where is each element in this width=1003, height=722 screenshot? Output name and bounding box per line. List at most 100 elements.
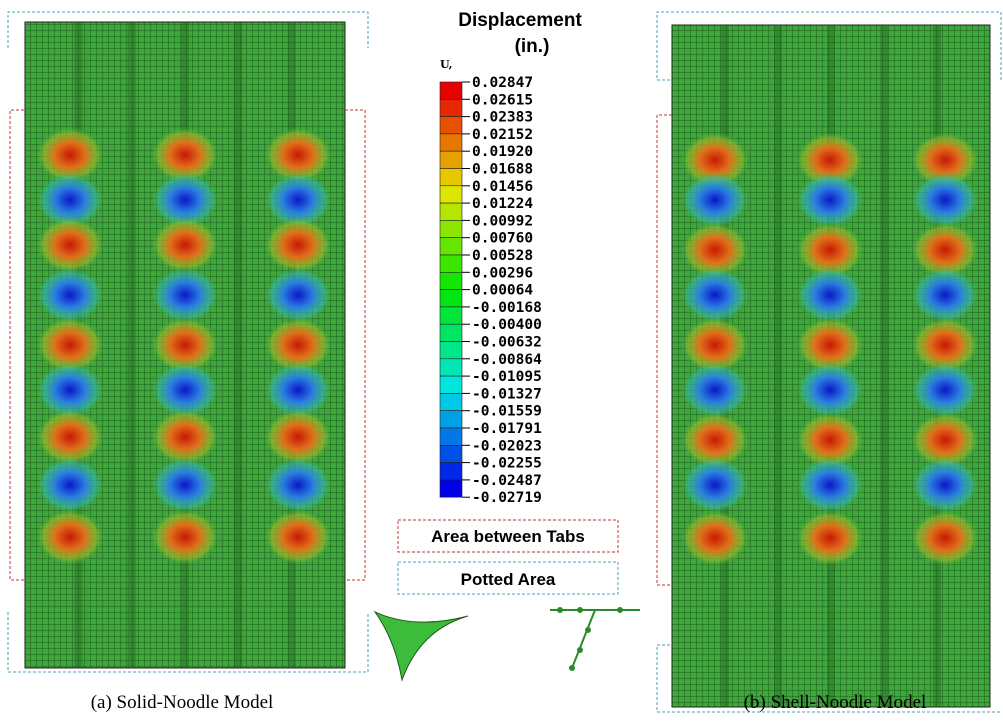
color-band — [439, 427, 463, 446]
legend-label: 0.01224 — [472, 196, 533, 212]
color-band — [439, 289, 463, 308]
deformation-blob — [796, 222, 864, 278]
deformation-blob — [264, 362, 332, 418]
deformation-blob — [796, 267, 864, 323]
legend-label: -0.00168 — [472, 300, 542, 316]
legend-title: Displacement — [458, 10, 582, 31]
legend-label: 0.00760 — [472, 231, 533, 247]
potted-bracket — [656, 644, 1001, 713]
color-band — [439, 462, 463, 481]
deformation-blob — [681, 457, 749, 513]
color-band — [439, 358, 463, 377]
color-band — [439, 375, 463, 394]
deformation-blob — [796, 510, 864, 566]
deformation-blob — [36, 127, 104, 183]
deformation-blob — [151, 127, 219, 183]
deformation-blob — [264, 317, 332, 373]
deformation-blob — [36, 317, 104, 373]
legend-label: -0.01327 — [472, 386, 542, 402]
deformation-blob — [911, 457, 979, 513]
legend-label: -0.01791 — [472, 421, 542, 437]
deformation-blob — [911, 510, 979, 566]
stiffener-band — [234, 22, 243, 668]
deformation-blob — [151, 509, 219, 565]
potted-bracket — [656, 11, 1002, 81]
shell-icon — [550, 607, 640, 671]
color-band — [439, 254, 463, 273]
legend-title: (in.) — [515, 36, 550, 57]
deformation-blob — [264, 127, 332, 183]
legend-label: 0.00992 — [472, 213, 533, 229]
legend-label: 0.02152 — [472, 127, 533, 143]
legend-label: -0.01095 — [472, 369, 542, 385]
legend-label: -0.02719 — [472, 490, 542, 506]
deformation-blob — [151, 267, 219, 323]
legend-label: 0.02615 — [472, 92, 533, 108]
stiffener-band — [774, 25, 782, 707]
deformation-blob — [36, 172, 104, 228]
color-band — [439, 133, 463, 152]
deformation-blob — [681, 267, 749, 323]
deformation-blob — [911, 267, 979, 323]
color-band — [439, 341, 463, 360]
color-band — [439, 185, 463, 204]
component-label: U, — [440, 58, 452, 71]
color-band — [439, 220, 463, 238]
key-label: Potted Area — [461, 570, 556, 589]
legend-label: 0.02383 — [472, 110, 533, 126]
legend-label: 0.00064 — [472, 283, 533, 299]
deformation-blob — [911, 222, 979, 278]
legend-label: -0.02023 — [472, 438, 542, 454]
key-box — [397, 561, 619, 595]
color-band — [439, 323, 463, 342]
deformation-blob — [151, 217, 219, 273]
legend-label: 0.01920 — [472, 144, 533, 160]
legend-label: -0.01559 — [472, 404, 542, 420]
color-band — [439, 444, 463, 463]
deformation-blob — [796, 457, 864, 513]
caption: (a) Solid-Noodle Model — [91, 692, 274, 713]
deformation-blob — [36, 457, 104, 513]
caption: (b) Shell-Noodle Model — [744, 692, 927, 713]
color-band — [439, 237, 463, 256]
deformation-blob — [264, 509, 332, 565]
key-box — [397, 519, 619, 553]
deformation-blob — [681, 412, 749, 468]
contour-plots — [24, 21, 991, 708]
deformation-blob — [36, 509, 104, 565]
deformation-blob — [796, 317, 864, 373]
legend-label: 0.00528 — [472, 248, 533, 264]
deformation-blob — [796, 412, 864, 468]
legend-label: 0.02847 — [472, 75, 533, 91]
deformation-blob — [264, 409, 332, 465]
deformation-blob — [911, 317, 979, 373]
color-band — [439, 393, 463, 411]
legend-label: -0.02255 — [472, 456, 542, 472]
deformation-blob — [796, 132, 864, 188]
color-band — [439, 116, 463, 135]
legend-label: 0.01456 — [472, 179, 533, 195]
color-band — [439, 168, 463, 187]
color-band — [439, 479, 463, 498]
color-band — [439, 81, 463, 100]
tabs-bracket — [9, 109, 366, 581]
deformation-blob — [681, 172, 749, 228]
deformation-blob — [796, 172, 864, 228]
color-band — [439, 271, 463, 290]
potted-bracket — [7, 612, 369, 673]
legend-label: -0.00864 — [472, 352, 542, 368]
legend-label: -0.00632 — [472, 335, 542, 351]
deformation-blob — [681, 362, 749, 418]
deformation-blob — [911, 172, 979, 228]
stiffener-band — [880, 25, 888, 707]
deformation-blob — [264, 267, 332, 323]
deformation-blob — [796, 362, 864, 418]
deformation-blob — [681, 132, 749, 188]
deformation-blob — [681, 222, 749, 278]
color-band — [439, 150, 463, 169]
deformation-blob — [911, 132, 979, 188]
deformation-blob — [151, 172, 219, 228]
tabs-bracket — [656, 114, 672, 586]
